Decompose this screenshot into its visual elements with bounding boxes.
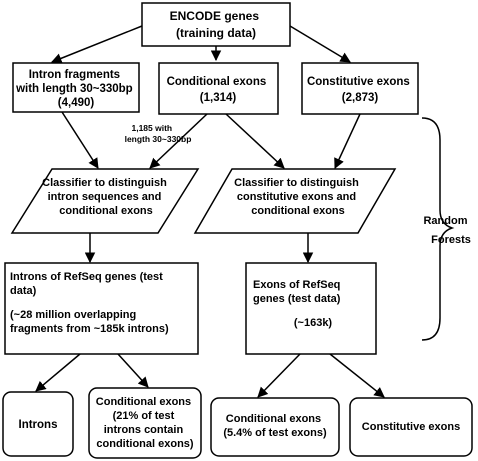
introns-refseq-box [4, 262, 199, 355]
random-forests-label: Random Forests [423, 215, 470, 246]
constitutive-classifier-parallelogram [193, 168, 397, 234]
conditional-exons-label: Conditional exons (1,314) [167, 76, 270, 104]
constitutive-classifier-label: Classifier to distinguish constitutive e… [234, 177, 362, 217]
exons-refseq-count: (~163k) [294, 317, 333, 329]
conditional-exons-result-box [88, 387, 202, 459]
exons-refseq-label: Exons of RefSeq genes (test data) [253, 279, 343, 305]
conditional-exons-box [158, 62, 279, 115]
arrow-to-conditional-exons-result2 [257, 353, 301, 398]
intron-fragments-label: Intron fragments with length 30~330bp (4… [15, 69, 136, 109]
random-forests-bracket [421, 117, 455, 341]
intron-fragments-box [12, 62, 140, 113]
encode-genes-box [141, 2, 291, 47]
connector-arrows [35, 25, 385, 398]
arrow-to-conditional-exons-result [117, 353, 149, 388]
intron-classifier-parallelogram [10, 168, 200, 234]
constitutive-exons-label: Constitutive exons (2,873) [307, 76, 413, 104]
encode-genes-label: ENCODE genes (training data) [170, 9, 263, 40]
introns-refseq-label: Introns of RefSeq genes (test data) (~28… [10, 271, 169, 335]
constitutive-exons-result-label: Constitutive exons [362, 421, 460, 433]
constitutive-exons-box [301, 62, 419, 115]
exons-refseq-box [245, 262, 377, 355]
subset-annotation: 1,185 with length 30~330bp [125, 123, 192, 144]
arrow-conditional-exons-to-constitutive-classifier [225, 113, 285, 169]
arrow-encode-to-intron-fragments [51, 25, 143, 64]
arrow-to-constitutive-exons-result [329, 353, 385, 398]
conditional-exons-result-label: Conditional exons (21% of test introns c… [96, 396, 194, 450]
arrow-to-introns [35, 353, 81, 392]
introns-result-box [2, 391, 74, 457]
constitutive-exons-result-box [349, 397, 473, 457]
introns-result-label: Introns [19, 419, 58, 431]
conditional-exons-result2-label: Conditional exons (5.4% of test exons) [223, 413, 327, 439]
conditional-exons-result2-box [210, 397, 340, 457]
arrow-constitutive-exons-to-classifier [334, 113, 361, 169]
arrow-conditional-exons-to-intron-classifier [149, 113, 208, 169]
arrow-encode-to-constitutive-exons [289, 25, 351, 63]
arrow-intron-fragments-to-classifier [61, 111, 99, 169]
intron-classifier-label: Classifier to distinguish intron sequenc… [42, 177, 170, 217]
